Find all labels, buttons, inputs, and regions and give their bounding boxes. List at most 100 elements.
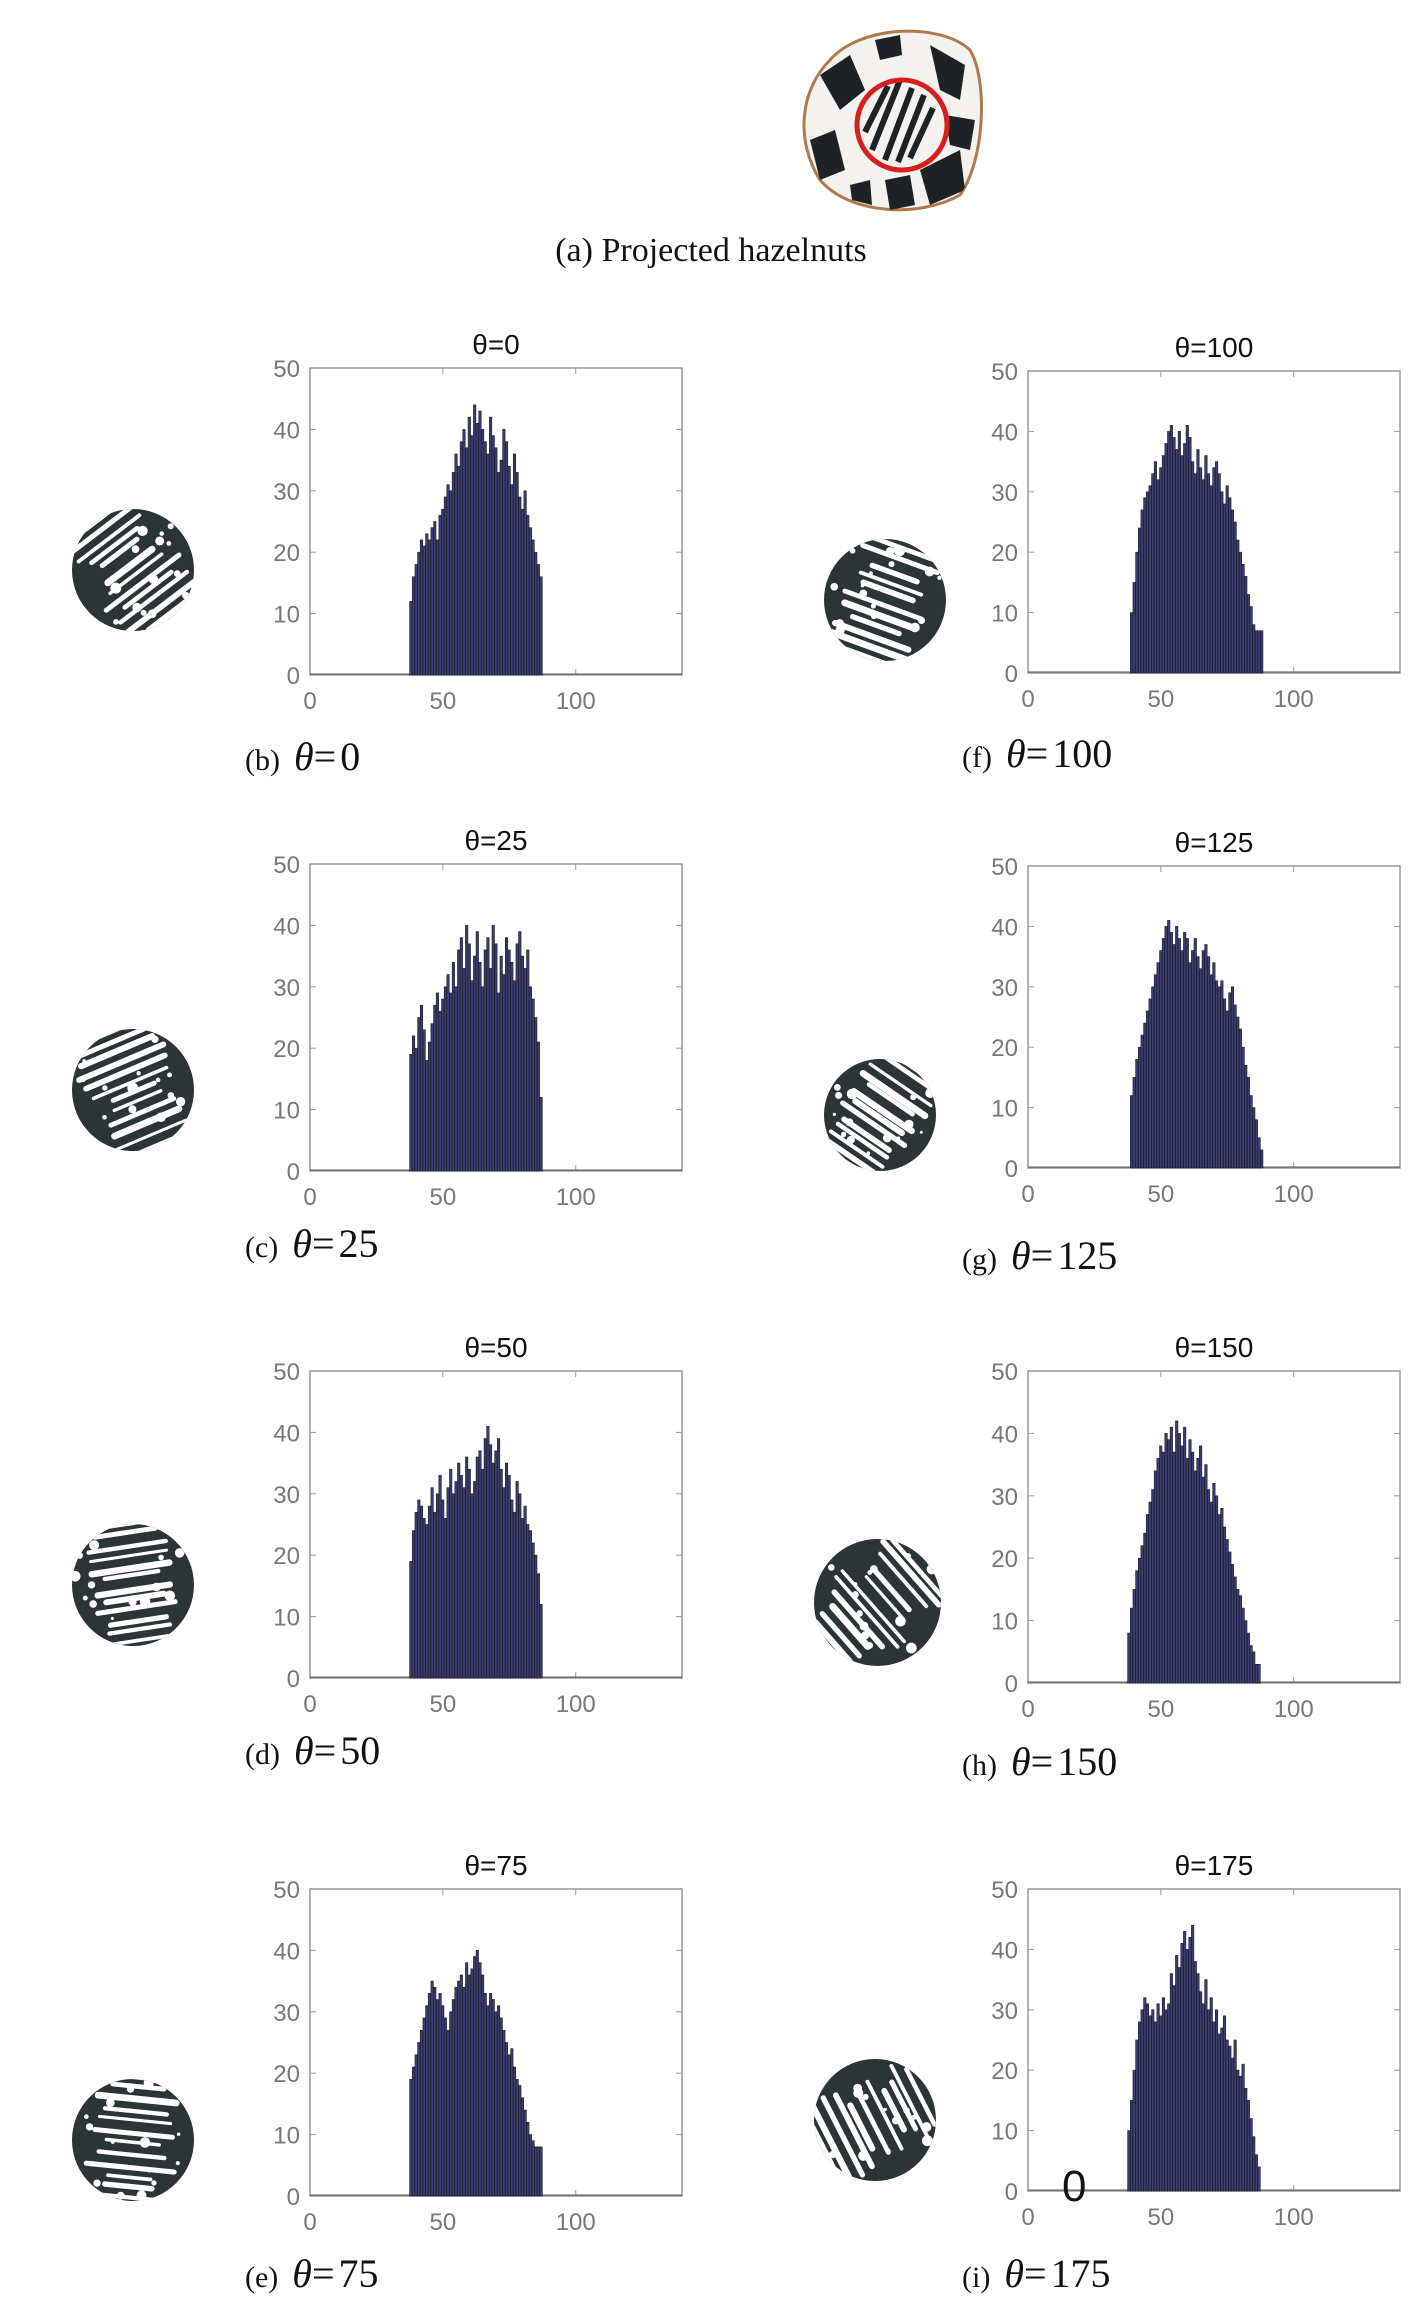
histogram-bar — [1244, 576, 1248, 674]
histogram-bar — [510, 1499, 514, 1679]
histogram-bar — [422, 1029, 426, 1172]
histogram-bar — [505, 937, 509, 1172]
histogram-bar — [1180, 950, 1184, 1169]
histogram-bar — [1233, 1576, 1237, 1684]
histogram-bar — [1230, 2057, 1235, 2192]
theta-symbol: θ — [292, 2251, 312, 2296]
histogram-bar — [1220, 2027, 1224, 2192]
equals-sign: = — [313, 1728, 337, 1773]
x-tick-label: 50 — [1148, 686, 1175, 713]
histogram-bar — [412, 576, 416, 676]
histogram-bar — [438, 1993, 442, 2197]
histogram-bar — [1177, 431, 1181, 674]
histogram-bar — [457, 1462, 461, 1679]
histogram-bar — [1143, 1532, 1147, 1684]
histogram-bar — [1204, 944, 1208, 1169]
histogram-bar — [478, 1962, 482, 2197]
panel-tag: (g) — [962, 1243, 997, 1276]
histogram-bar — [1236, 2069, 1240, 2192]
histogram-bar — [1175, 926, 1179, 1169]
histogram-bar — [483, 1438, 487, 1679]
panel-tag: (i) — [962, 2261, 991, 2294]
y-tick-label: 10 — [273, 1098, 300, 1125]
histogram-bar — [1244, 1065, 1248, 1169]
histogram-bar — [520, 955, 524, 1172]
histogram-bar — [486, 453, 490, 676]
histogram-bar — [1199, 1445, 1203, 1684]
equals-sign: = — [313, 734, 337, 779]
histogram-bar — [1172, 437, 1176, 674]
histogram-bar — [449, 2011, 453, 2197]
histogram-bar — [1238, 2075, 1242, 2192]
y-tick-label: 50 — [991, 359, 1018, 386]
histogram-bar — [475, 1950, 479, 2197]
histogram-bar — [1246, 2100, 1250, 2192]
histogram-bar — [1204, 1979, 1208, 2192]
histogram-bar — [1230, 509, 1235, 674]
histogram-bar — [470, 1493, 474, 1679]
histogram-bar — [457, 465, 461, 676]
histogram-bar — [1156, 2003, 1160, 2192]
histogram-bar — [491, 1462, 495, 1679]
x-tick-label: 100 — [1274, 1696, 1314, 1723]
histogram-bar — [459, 1974, 463, 2197]
histogram-bar — [539, 1604, 543, 1679]
panel-caption: (h) θ= 150 — [962, 1738, 1117, 1785]
histogram-bar — [1246, 1632, 1250, 1684]
x-tick-label: 0 — [303, 2209, 316, 2236]
histogram-bar — [454, 1481, 458, 1679]
histogram-bar — [1228, 1551, 1232, 1684]
histogram-bar — [1132, 1589, 1136, 1684]
x-tick-label: 50 — [430, 1184, 457, 1211]
panel-tag: (e) — [245, 2261, 279, 2294]
histogram-bar — [539, 1097, 543, 1172]
histogram-bar — [1167, 2003, 1171, 2192]
theta-symbol: θ — [1004, 2251, 1024, 2296]
histogram-bar — [409, 601, 413, 676]
histogram-bar — [446, 484, 450, 676]
histogram-bar — [1241, 1607, 1245, 1684]
hazelnut-sample-image — [72, 2079, 194, 2201]
histogram-bar — [512, 2066, 517, 2197]
histogram-bar — [409, 1561, 413, 1679]
histogram-bar — [433, 521, 437, 676]
hazelnut-sample-image — [824, 1059, 936, 1171]
chart-title: θ=75 — [464, 1850, 527, 1881]
histogram-bar — [1241, 1046, 1245, 1169]
histogram-bar — [1212, 1483, 1216, 1684]
histogram-bar — [518, 1493, 522, 1679]
histogram-bar — [1225, 2039, 1229, 2192]
histogram-bar — [1220, 1507, 1224, 1684]
histogram-bar — [1215, 2009, 1219, 2192]
histogram-bar — [459, 937, 463, 1172]
histogram-bar — [507, 2054, 511, 2197]
y-tick-label: 30 — [273, 975, 300, 1002]
histogram-bar — [462, 429, 466, 676]
chart-title: θ=175 — [1175, 1850, 1254, 1881]
histogram-bar — [425, 2005, 429, 2197]
histogram-bar — [414, 2054, 418, 2197]
histogram-bar — [1137, 1046, 1142, 1169]
histogram-bar — [427, 1041, 431, 1172]
histogram-bar — [467, 943, 471, 1172]
histogram-bar — [526, 2122, 530, 2197]
histogram-bar — [1172, 1985, 1176, 2192]
x-tick-label: 100 — [556, 2209, 596, 2236]
y-tick-label: 10 — [991, 1609, 1018, 1636]
theta-value: 150 — [1057, 1739, 1118, 1784]
histogram-bar — [523, 1505, 527, 1679]
histogram-bar — [1244, 2088, 1248, 2192]
histogram-bar — [1217, 986, 1221, 1169]
x-tick-label: 100 — [1274, 1181, 1314, 1208]
y-tick-label: 50 — [273, 1359, 300, 1386]
histogram-bar — [518, 496, 522, 676]
histogram-bar — [1140, 509, 1144, 674]
histogram-bar — [1143, 1997, 1147, 2192]
y-tick-label: 50 — [273, 852, 300, 879]
histogram-bar — [489, 1993, 493, 2197]
histogram-bar — [419, 1004, 424, 1172]
histogram-bar — [1249, 2118, 1253, 2192]
histogram-bar — [1180, 1445, 1184, 1684]
histogram-bar — [1180, 455, 1184, 674]
x-tick-label: 50 — [430, 1691, 457, 1718]
